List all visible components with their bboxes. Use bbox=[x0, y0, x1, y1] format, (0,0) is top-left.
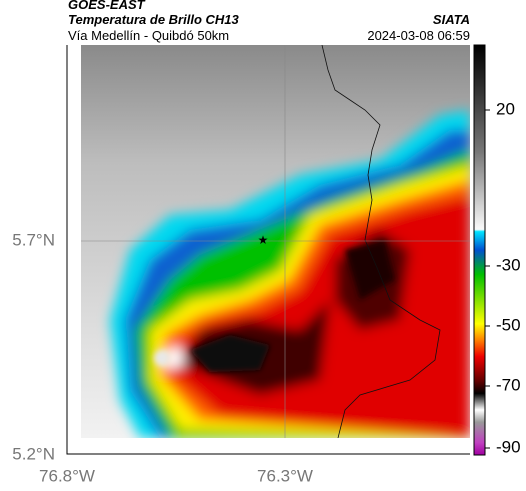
colorbar-tick-label: -30 bbox=[496, 255, 521, 274]
title: Temperatura de Brillo CH13 bbox=[68, 12, 240, 27]
colorbar-ticks bbox=[485, 109, 490, 449]
colorbar bbox=[473, 44, 486, 456]
timestamp: 2024-03-08 06:59 bbox=[367, 28, 470, 43]
colorbar-tick-label: -90 bbox=[496, 437, 521, 456]
colorbar-tick-label: 20 bbox=[496, 99, 515, 118]
source: GOES-EAST bbox=[68, 0, 146, 12]
lat-tick-label: 5.2°N bbox=[12, 444, 55, 463]
lon-tick-label: 76.3°W bbox=[257, 466, 313, 485]
colorbar-tick-label: -70 bbox=[496, 375, 521, 394]
credit: SIATA bbox=[433, 12, 470, 27]
svg-text:★: ★ bbox=[258, 233, 269, 247]
lon-tick-label: 76.8°W bbox=[39, 466, 95, 485]
satellite-image: ★ bbox=[81, 45, 470, 438]
colorbar-tick-label: -50 bbox=[496, 315, 521, 334]
lat-tick-label: 5.7°N bbox=[12, 230, 55, 249]
subtitle: Vía Medellín - Quibdó 50km bbox=[68, 28, 229, 43]
